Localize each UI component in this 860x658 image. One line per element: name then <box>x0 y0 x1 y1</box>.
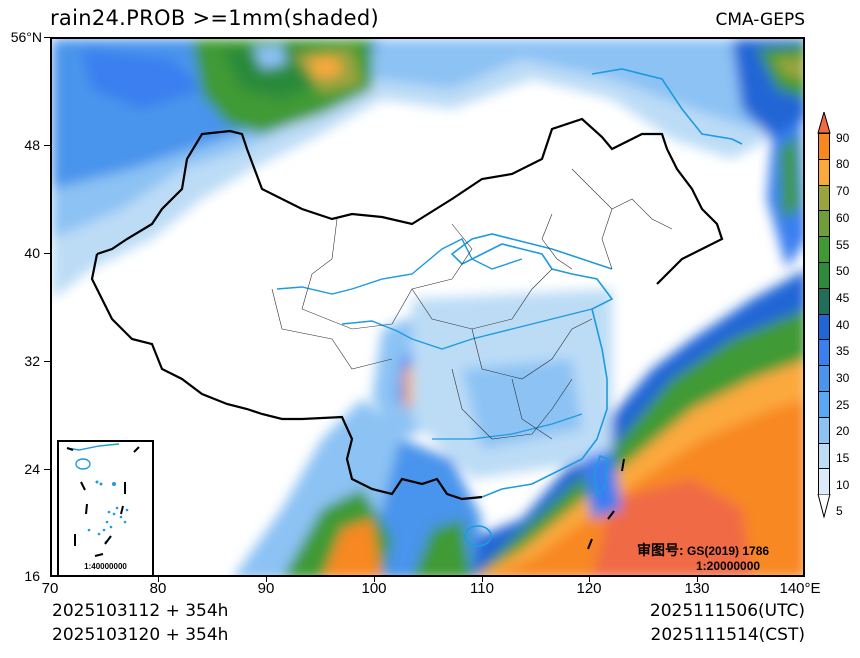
colorbar-cell-60-70 <box>818 184 830 212</box>
colorbar-cell-20-25 <box>818 390 830 418</box>
colorbar-cell-50-55 <box>818 236 830 263</box>
model-source-label: CMA-GEPS <box>715 10 805 30</box>
x-axis-label-80: 80 <box>149 580 167 597</box>
y-axis-label-16: 16 <box>24 568 40 584</box>
x-tick <box>266 577 267 582</box>
colorbar-cell-80-90 <box>818 133 830 160</box>
y-axis-label-48: 48 <box>24 137 40 153</box>
precipitation-probability-map <box>52 39 803 575</box>
colorbar-label: 15 <box>836 451 850 465</box>
shaded-probability-field <box>52 39 803 575</box>
colorbar-cell-5-10 <box>818 468 830 496</box>
colorbar-cell-10-15 <box>818 442 830 470</box>
y-tick <box>44 253 50 254</box>
colorbar-over-arrow <box>817 112 831 134</box>
colorbar-under-arrow <box>817 494 831 519</box>
x-axis-label-70: 70 <box>41 580 59 597</box>
colorbar-label: 20 <box>836 424 850 438</box>
inset-scale-label: 1:40000000 <box>84 562 127 571</box>
y-tick <box>44 37 50 38</box>
colorbar-cell-45-50 <box>818 261 830 289</box>
y-axis-label-24: 24 <box>24 461 40 477</box>
china-border <box>96 117 724 285</box>
colorbar-label: 60 <box>836 211 850 225</box>
x-axis-label-130: 130 <box>684 580 710 597</box>
map-scale-label: 1:20000000 <box>696 559 761 573</box>
province-boundaries <box>271 168 673 440</box>
y-axis-label-40: 40 <box>24 245 40 261</box>
colorbar-label: 10 <box>836 478 850 492</box>
colorbar-cell-25-30 <box>818 365 830 392</box>
colorbar-label: 80 <box>836 157 850 171</box>
colorbar-label: 55 <box>836 238 850 252</box>
y-axis-label-32: 32 <box>24 353 40 369</box>
colorbar-cell-30-35 <box>818 339 830 367</box>
approval-number: GS(2019) 1786 <box>687 544 770 558</box>
colorbar-cell-35-40 <box>818 313 830 341</box>
x-tick <box>374 577 375 582</box>
valid-time-utc: 2025111506(UTC) <box>649 601 805 621</box>
x-axis-label-90: 90 <box>257 580 275 597</box>
x-tick <box>589 577 590 582</box>
x-tick <box>697 577 698 582</box>
y-tick <box>44 361 50 362</box>
approval-prefix: 审图号: <box>637 542 684 558</box>
x-axis-label-140: 140°E <box>779 580 821 597</box>
colorbar-label: 90 <box>836 131 850 145</box>
inset-map <box>66 443 140 557</box>
x-axis-label-110: 110 <box>470 580 494 597</box>
colorbar-label: 40 <box>836 318 850 332</box>
init-time-utc: 2025103112 + 354h <box>52 601 229 621</box>
colorbar-label: 30 <box>836 371 850 385</box>
y-axis-label-56: 56°N <box>10 29 42 45</box>
south-china-sea-inset: 1:40000000 <box>57 440 154 575</box>
colorbar-label: 5 <box>836 504 843 518</box>
map-approval-label: 审图号: GS(2019) 1786 1:20000000 <box>637 543 769 574</box>
colorbar-label: 25 <box>836 398 850 412</box>
colorbar-label: 35 <box>836 344 850 358</box>
colorbar-label: 50 <box>836 264 850 278</box>
y-tick <box>44 145 50 146</box>
colorbar-label: 70 <box>836 184 850 198</box>
colorbar-label: 45 <box>836 291 850 305</box>
x-axis-label-100: 100 <box>361 580 387 597</box>
valid-time-cst: 2025111514(CST) <box>650 625 805 645</box>
colorbar: 90 80 70 60 55 50 45 40 35 30 25 20 15 1… <box>817 112 849 519</box>
chart-title: rain24.PROB >=1mm(shaded) <box>50 6 379 30</box>
colorbar-cell-40-45 <box>818 287 830 315</box>
maritime-boundary-dashes <box>587 458 625 550</box>
colorbar-cell-70-80 <box>818 158 830 186</box>
x-tick <box>158 577 159 582</box>
init-time-cst: 2025103120 + 354h <box>52 625 229 645</box>
x-tick <box>482 577 483 582</box>
colorbar-cell-15-20 <box>818 416 830 444</box>
x-axis-label-120: 120 <box>576 580 602 597</box>
colorbar-cell-55-60 <box>818 210 830 238</box>
y-tick <box>44 469 50 470</box>
map-plot-area: 1:40000000 <box>50 37 805 577</box>
